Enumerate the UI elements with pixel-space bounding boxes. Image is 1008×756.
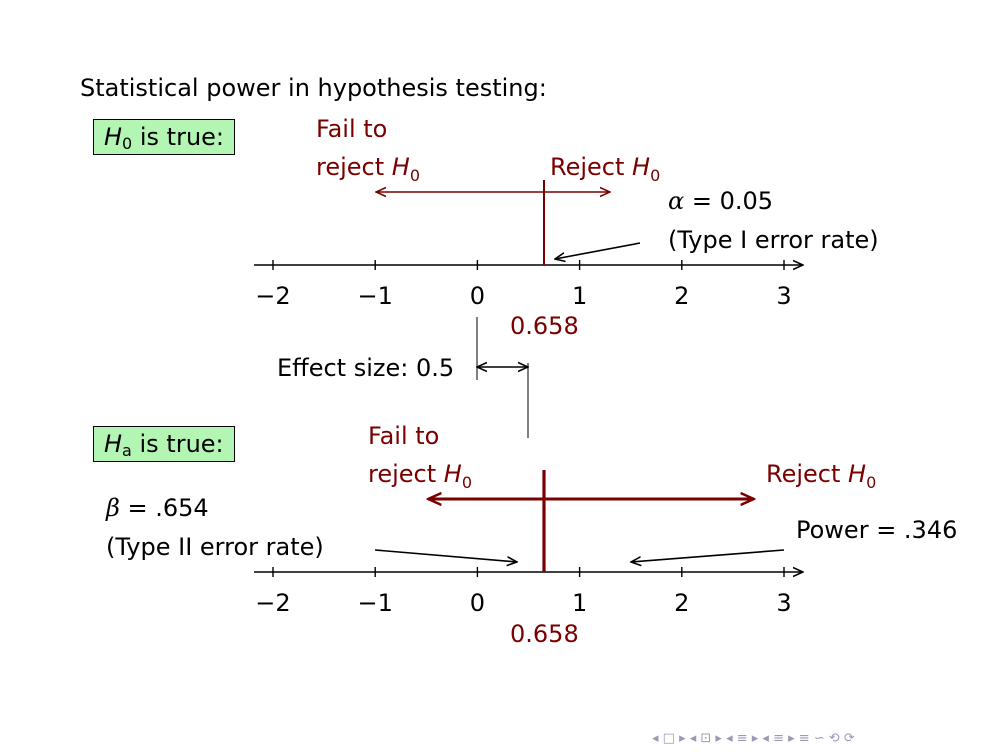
bottom-reject-label: Reject H0 <box>766 459 876 498</box>
beta-pointer-arrow <box>374 549 517 562</box>
top-axis-tick-label: −1 <box>358 282 393 310</box>
bottom-axis-ticks: −2 −1 0 1 2 3 <box>255 567 792 617</box>
top-axis-tick-label: −2 <box>255 282 290 310</box>
bottom-axis-tick-label: 1 <box>572 589 587 617</box>
h0-box-text: is true: <box>132 123 225 151</box>
top-axis-tick-label: 0 <box>470 282 485 310</box>
alpha-value: = 0.05 <box>684 187 774 215</box>
top-fail-symbol: H <box>391 153 410 181</box>
bottom-critical-value-label: 0.658 <box>510 620 579 648</box>
top-axis-tick-label: 1 <box>572 282 587 310</box>
power-pointer-arrow <box>631 549 785 562</box>
bottom-axis-tick-label: 3 <box>776 589 791 617</box>
bottom-fail-label-line2: reject H0 <box>368 459 472 498</box>
bottom-reject-symbol: H <box>848 460 867 488</box>
bottom-fail-label-line1: Fail to <box>368 422 440 450</box>
bottom-axis-tick-label: −2 <box>255 589 290 617</box>
power-label: Power = .346 <box>796 516 958 544</box>
ha-true-box: Ha is true: <box>93 426 235 462</box>
bottom-reject-word: Reject <box>766 460 841 488</box>
top-critical-value-label: 0.658 <box>510 312 579 340</box>
h0-subscript: 0 <box>122 134 133 153</box>
bottom-axis-tick-label: 2 <box>674 589 689 617</box>
h0-true-box: H0 is true: <box>93 119 236 155</box>
alpha-note: (Type I error rate) <box>668 226 879 254</box>
beta-symbol: β <box>106 494 120 522</box>
bottom-axis-tick-label: −1 <box>358 589 393 617</box>
ha-box-text: is true: <box>131 430 224 458</box>
top-reject-symbol: H <box>632 153 651 181</box>
top-fail-word: reject <box>316 153 385 181</box>
h0-symbol: H <box>104 123 123 151</box>
top-axis-tick-label: 3 <box>776 282 791 310</box>
bottom-reject-sub: 0 <box>866 472 877 492</box>
top-fail-sub: 0 <box>409 165 421 185</box>
bottom-fail-symbol: H <box>443 460 462 488</box>
beta-value: = .654 <box>119 494 209 522</box>
alpha-pointer-arrow <box>555 242 641 259</box>
beta-note: (Type II error rate) <box>106 533 324 561</box>
alpha-label: α = 0.05 <box>668 186 773 216</box>
bottom-fail-word: reject <box>368 460 437 488</box>
top-reject-word: Reject <box>550 153 625 181</box>
alpha-symbol: α <box>668 187 685 215</box>
effect-size-label: Effect size: 0.5 <box>277 354 455 382</box>
ha-symbol: H <box>104 430 123 458</box>
ha-subscript: a <box>122 441 132 460</box>
top-reject-sub: 0 <box>650 165 661 185</box>
beta-label: β = .654 <box>106 493 209 523</box>
beamer-navigation-icons[interactable]: ◂ □ ▸ ◂ ⊡ ▸ ◂ ≡ ▸ ◂ ≡ ▸ ≡ ∽ ⟲ ⟳ <box>652 731 855 746</box>
top-fail-label-line2: reject H0 <box>316 152 420 191</box>
top-axis-ticks: −2 −1 0 1 2 3 <box>255 260 792 310</box>
top-fail-label-line1: Fail to <box>316 115 388 143</box>
top-reject-label: Reject H0 <box>550 152 660 191</box>
slide-title: Statistical power in hypothesis testing: <box>80 74 547 102</box>
top-axis-tick-label: 2 <box>674 282 689 310</box>
bottom-axis-tick-label: 0 <box>470 589 485 617</box>
bottom-fail-sub: 0 <box>461 472 473 492</box>
